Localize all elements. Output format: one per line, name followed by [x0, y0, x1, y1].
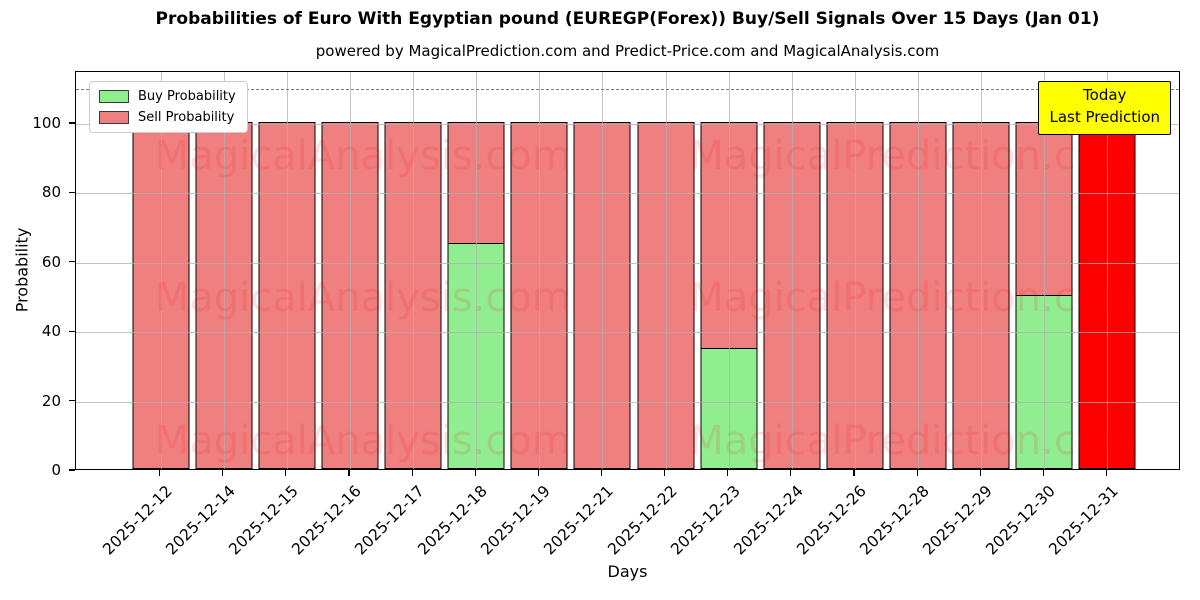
x-tick-mark	[916, 470, 918, 476]
bar-slot	[760, 72, 823, 469]
bar-2025-12-28	[889, 122, 947, 469]
bar-2025-12-21	[573, 122, 631, 469]
bars-layer	[129, 72, 1139, 469]
bar-2025-12-12	[132, 122, 190, 469]
x-tick-mark	[979, 470, 981, 476]
x-tick-mark	[411, 470, 413, 476]
bar-2025-12-17	[384, 122, 442, 469]
x-tick-mark	[853, 470, 855, 476]
bar-slot	[697, 72, 760, 469]
sell-swatch-icon	[99, 111, 129, 124]
bar-2025-12-31	[1078, 122, 1136, 469]
y-tick-mark	[69, 191, 75, 194]
bar-segment-sell	[259, 123, 315, 468]
bar-slot	[823, 72, 886, 469]
bar-segment-sell	[890, 123, 946, 468]
y-tick-label: 0	[51, 461, 61, 479]
bar-segment-buy	[1016, 295, 1072, 468]
x-tick-mark	[348, 470, 350, 476]
bar-segment-sell	[1016, 123, 1072, 295]
bar-segment-sell	[322, 123, 378, 468]
x-axis-label: Days	[607, 562, 648, 581]
bar-2025-12-23	[700, 122, 758, 469]
x-tick-mark	[664, 470, 666, 476]
y-tick-mark	[69, 122, 75, 124]
y-tick-label: 20	[41, 391, 61, 410]
y-tick-label: 40	[41, 322, 61, 341]
legend-item-sell: Sell Probability	[99, 110, 236, 125]
bar-2025-12-30	[1015, 122, 1073, 469]
legend-item-buy: Buy Probability	[99, 89, 236, 104]
chart-title: Probabilities of Euro With Egyptian poun…	[155, 9, 1100, 29]
today-annotation-line1: Today	[1083, 86, 1127, 104]
bar-2025-12-18	[447, 122, 505, 469]
buy-swatch-icon	[99, 90, 129, 103]
bar-segment-sell	[448, 123, 504, 244]
bar-slot	[382, 72, 445, 469]
x-tick-mark	[1105, 470, 1108, 476]
bar-segment-sell	[385, 123, 441, 468]
bar-slot	[255, 72, 318, 469]
y-tick-label: 60	[41, 252, 61, 271]
x-tick-mark	[727, 470, 729, 476]
today-annotation: Today Last Prediction	[1038, 81, 1171, 135]
bar-2025-12-22	[637, 122, 695, 469]
y-tick-mark	[69, 469, 75, 471]
bar-segment-sell	[511, 123, 567, 468]
bar-segment-buy	[701, 348, 757, 468]
legend-label-buy: Buy Probability	[138, 89, 236, 104]
bar-slot	[129, 72, 192, 469]
x-tick-mark	[1042, 470, 1044, 476]
bar-segment-sell	[196, 123, 252, 468]
bar-segment-sell	[638, 123, 694, 468]
reference-dashed-line	[76, 89, 1179, 91]
x-tick-mark	[537, 470, 539, 476]
bar-segment-sell	[701, 123, 757, 349]
bar-segment-buy	[448, 243, 504, 468]
bar-slot	[887, 72, 950, 469]
bar-2025-12-26	[826, 122, 884, 469]
bar-2025-12-15	[258, 122, 316, 469]
chart-subtitle: powered by MagicalPrediction.com and Pre…	[315, 42, 940, 60]
y-tick-label: 80	[41, 183, 61, 202]
bar-slot	[445, 72, 508, 469]
bar-slot	[634, 72, 697, 469]
x-axis-ticks: 2025-12-12 2025-12-14 2025-12-15 2025-12-16…	[75, 470, 1180, 590]
y-tick-mark	[69, 261, 75, 263]
bar-slot	[571, 72, 634, 469]
x-tick-mark	[222, 470, 224, 476]
x-tick-mark	[790, 470, 792, 476]
x-tick-mark	[285, 470, 287, 476]
y-tick-mark	[69, 400, 75, 402]
y-axis-ticks: 0 20 40 60 80 100	[0, 71, 75, 479]
bar-slot	[508, 72, 571, 469]
bar-2025-12-29	[952, 122, 1010, 469]
x-tick-mark	[159, 470, 161, 476]
bar-slot	[950, 72, 1013, 469]
plot-area: MagicalAnalysis.comMagicalPrediction.com…	[75, 71, 1180, 470]
legend: Buy Probability Sell Probability	[89, 81, 248, 133]
bar-2025-12-24	[763, 122, 821, 469]
x-tick-mark	[474, 470, 476, 476]
bar-2025-12-19	[510, 122, 568, 469]
bar-2025-12-16	[321, 122, 379, 469]
y-axis-label: Probability	[12, 227, 32, 313]
bar-segment-sell	[1079, 123, 1135, 468]
bar-segment-sell	[574, 123, 630, 468]
bar-segment-sell	[764, 123, 820, 468]
bar-segment-sell	[953, 123, 1009, 468]
bar-segment-sell	[133, 123, 189, 468]
bar-2025-12-14	[195, 122, 253, 469]
x-tick-mark	[600, 470, 603, 476]
legend-label-sell: Sell Probability	[138, 110, 235, 125]
y-tick-mark	[69, 330, 75, 332]
y-tick-label: 100	[32, 114, 61, 132]
bar-segment-sell	[827, 123, 883, 468]
bar-slot	[318, 72, 381, 469]
today-annotation-line2: Last Prediction	[1049, 107, 1160, 126]
